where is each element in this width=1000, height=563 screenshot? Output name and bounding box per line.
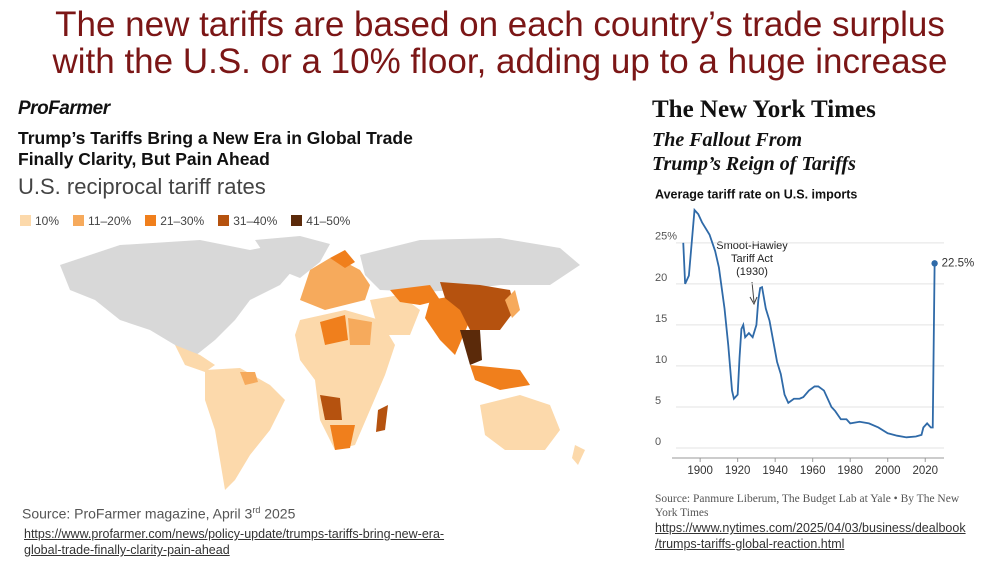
source-url[interactable]: global-trade-finally-clarity-pain-ahead bbox=[24, 543, 230, 557]
chart-url[interactable]: https://www.nytimes.com/2025/04/03/busin… bbox=[655, 521, 966, 535]
subtitle: Trump’s Reign of Tariffs bbox=[652, 153, 856, 175]
legend-item: 31–40% bbox=[218, 214, 277, 228]
chart-source: Source: Panmure Liberum, The Budget Lab … bbox=[655, 493, 960, 519]
legend-swatch bbox=[145, 215, 157, 226]
subtitle: The Fallout From bbox=[652, 129, 803, 151]
source: Source: ProFarmer magazine, April 3rd 20… bbox=[22, 505, 295, 522]
legend-label: 41–50% bbox=[306, 214, 351, 228]
south-america bbox=[205, 368, 285, 490]
south-africa bbox=[330, 425, 355, 450]
annotation-arrow bbox=[751, 281, 755, 303]
europe bbox=[300, 258, 370, 310]
central-america bbox=[175, 345, 215, 372]
scandinavia bbox=[330, 250, 355, 268]
y-tick-label: 5 bbox=[655, 395, 661, 407]
japan bbox=[505, 290, 520, 318]
legend-label: 11–20% bbox=[88, 214, 132, 228]
source-text: Source: ProFarmer magazine, April 3 bbox=[22, 505, 253, 522]
legend-swatch bbox=[291, 215, 303, 226]
chart-url[interactable]: /trumps-tariffs-global-reaction.html bbox=[655, 537, 845, 551]
annotation: Tariff Act bbox=[731, 253, 773, 265]
russia bbox=[360, 238, 580, 292]
y-tick-label: 25% bbox=[655, 231, 677, 243]
point bbox=[931, 260, 938, 267]
annotation: (1930) bbox=[736, 266, 768, 278]
legend: 10% 11–20% 21–30% 31–40% 41–50% bbox=[20, 214, 350, 228]
angola bbox=[320, 395, 342, 420]
indonesia bbox=[470, 365, 530, 390]
legend-swatch bbox=[218, 215, 230, 226]
headline: Trump’s Tariffs Bring a New Era in Globa… bbox=[18, 128, 413, 148]
masthead: The New York Times bbox=[652, 96, 876, 123]
world-map bbox=[60, 236, 585, 490]
legend-item: 41–50% bbox=[291, 214, 350, 228]
source-sup: rd bbox=[252, 505, 261, 515]
line-series bbox=[682, 207, 936, 439]
australia bbox=[480, 395, 560, 450]
greenland bbox=[255, 236, 330, 278]
legend-label: 31–40% bbox=[233, 214, 278, 228]
legend-label: 10% bbox=[35, 214, 60, 228]
new-zealand bbox=[572, 445, 585, 465]
x-tick-label: 2020 bbox=[912, 465, 938, 477]
x-tick-label: 1920 bbox=[725, 465, 751, 477]
y-tick-label: 15 bbox=[655, 313, 667, 325]
legend-label: 21–30% bbox=[160, 214, 205, 228]
logo: ProFarmer bbox=[18, 98, 110, 119]
north-africa bbox=[320, 315, 348, 345]
source-text: 2025 bbox=[260, 505, 296, 522]
middle-east bbox=[370, 295, 420, 335]
slide-title: with the U.S. or a 10% floor, adding up … bbox=[52, 42, 948, 81]
y-tick-label: 0 bbox=[655, 436, 661, 448]
value-label: 22.5% bbox=[942, 257, 975, 269]
legend-item: 21–30% bbox=[145, 214, 204, 228]
south-america-north bbox=[240, 372, 258, 385]
china bbox=[440, 282, 515, 330]
southeast-asia bbox=[460, 330, 482, 365]
annotation: Smoot-Hawley bbox=[716, 240, 788, 252]
source-url[interactable]: https://www.profarmer.com/news/policy-up… bbox=[24, 527, 445, 541]
line-chart: Average tariff rate on U.S. imports Smoo… bbox=[655, 187, 975, 477]
legend-swatch bbox=[73, 215, 85, 226]
headline: Finally Clarity, But Pain Ahead bbox=[18, 149, 270, 169]
map-title: U.S. reciprocal tariff rates bbox=[18, 174, 266, 199]
x-tick-label: 2000 bbox=[875, 465, 901, 477]
india bbox=[425, 295, 470, 355]
legend-swatch bbox=[20, 215, 31, 226]
central-asia bbox=[390, 285, 440, 305]
north-america bbox=[60, 240, 300, 360]
x-tick-label: 1960 bbox=[800, 465, 826, 477]
annotation-arrowhead bbox=[749, 296, 758, 306]
x-tick-label: 1940 bbox=[762, 465, 788, 477]
chart-title: Average tariff rate on U.S. imports bbox=[655, 187, 857, 201]
libya bbox=[348, 318, 372, 345]
legend-item: 10% bbox=[20, 214, 59, 228]
x-tick-label: 1900 bbox=[687, 465, 713, 477]
x-tick-label: 1980 bbox=[837, 465, 863, 477]
slide-title: The new tariffs are based on each countr… bbox=[55, 5, 945, 44]
y-tick-label: 10 bbox=[655, 354, 667, 366]
y-tick-label: 20 bbox=[655, 272, 667, 284]
legend-item: 11–20% bbox=[73, 214, 131, 228]
madagascar bbox=[376, 405, 388, 432]
